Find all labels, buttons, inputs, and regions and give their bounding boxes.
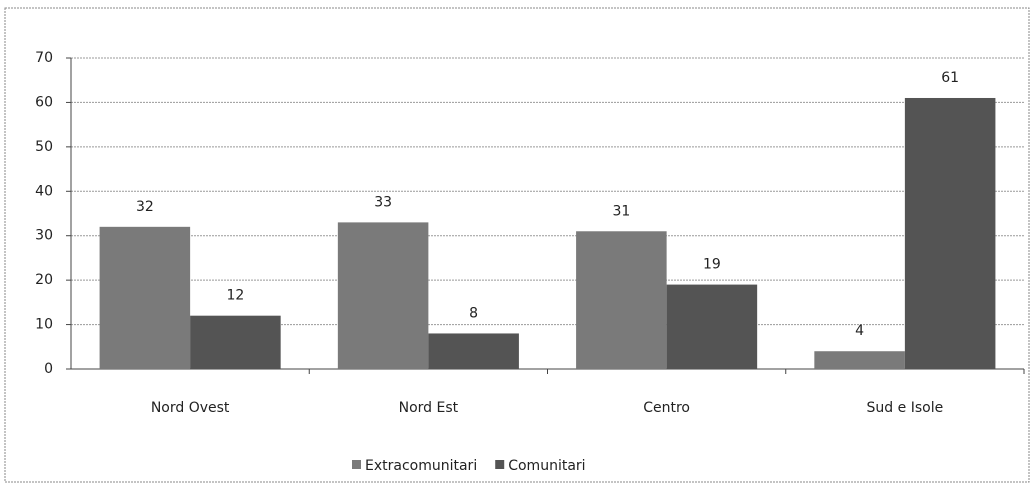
data-label: 31 [612,203,630,219]
y-tick-label: 50 [35,139,53,155]
x-tick-label: Sud e Isole [867,400,944,416]
legend-swatch [352,460,361,469]
data-label: 32 [136,199,154,215]
x-tick-label: Centro [643,400,690,416]
bar [666,284,758,369]
y-tick-label: 70 [35,50,53,66]
y-tick-label: 0 [44,361,53,377]
bar [190,315,281,369]
x-tick-label: Nord Ovest [151,400,230,416]
bar [576,231,667,369]
y-tick-label: 60 [35,94,53,110]
x-tick-label: Nord Est [399,400,459,416]
y-tick-label: 20 [35,272,53,288]
legend-label: Extracomunitari [365,458,477,474]
bar [99,226,191,369]
y-tick-label: 40 [35,183,53,199]
y-tick-label: 30 [35,228,53,244]
data-label: 12 [226,288,244,304]
data-label: 8 [469,305,478,321]
legend-swatch [495,460,505,469]
data-label: 61 [941,70,959,86]
legend-label: Comunitari [508,458,585,474]
bar [337,222,429,369]
data-label: 19 [703,257,721,273]
bar [428,333,519,369]
data-label: 33 [374,194,392,210]
y-tick-label: 10 [35,317,53,333]
data-label: 4 [855,323,864,339]
bar [814,351,905,369]
bar [904,97,996,369]
